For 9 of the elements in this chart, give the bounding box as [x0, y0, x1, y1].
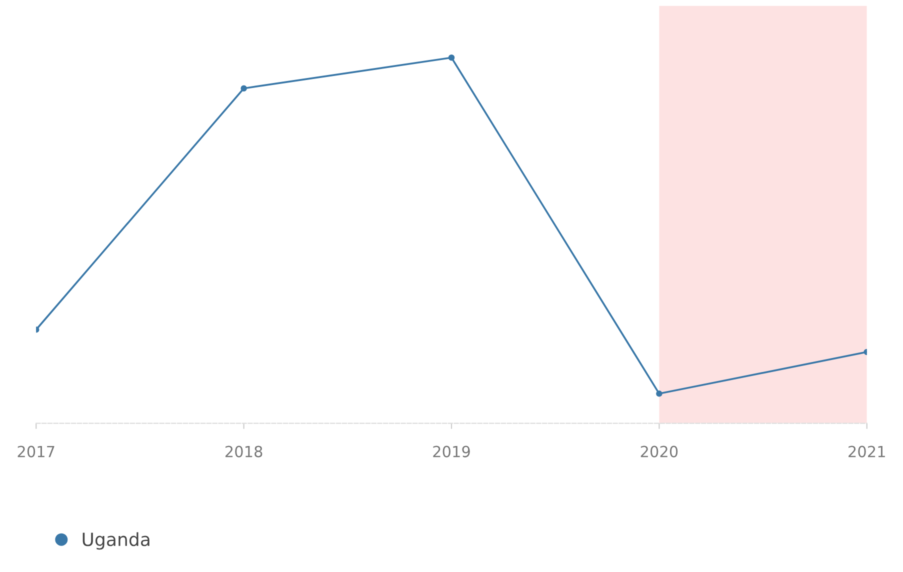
- x-tick-label: 2018: [225, 446, 262, 458]
- point: [656, 390, 662, 397]
- x-tick-label: 2020: [640, 446, 678, 458]
- x-tick-label: 2019: [433, 446, 470, 458]
- point: [240, 85, 247, 92]
- x-tick-label: 2017: [18, 446, 54, 458]
- x-tick-label: 2021: [848, 446, 885, 458]
- point: [448, 54, 455, 61]
- legend-label: Uganda: [82, 532, 150, 550]
